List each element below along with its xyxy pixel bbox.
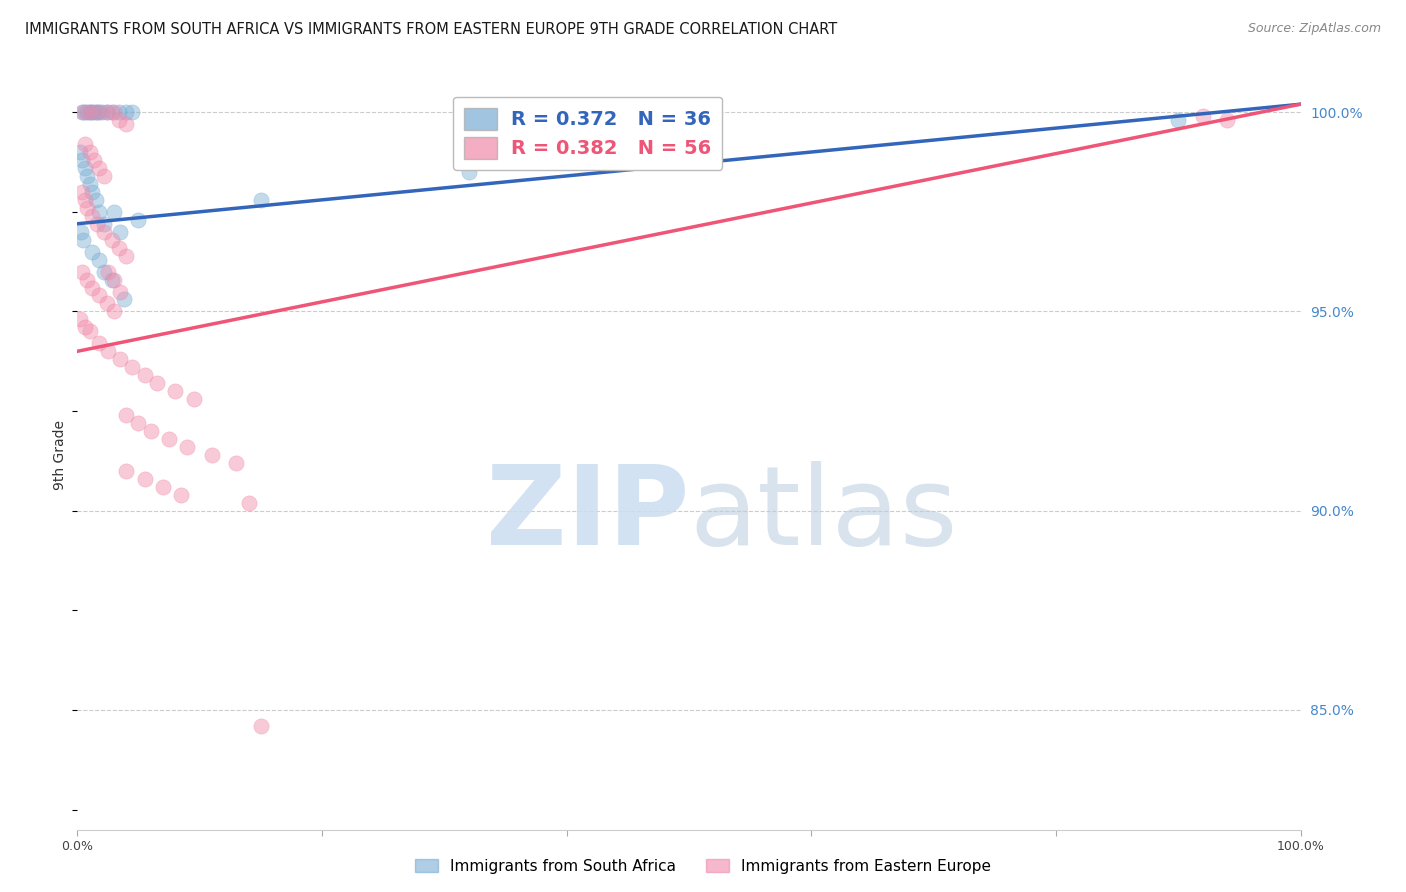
Point xyxy=(86,217,108,231)
Point xyxy=(108,105,131,120)
Point xyxy=(89,252,111,267)
Point xyxy=(100,233,122,247)
Legend: Immigrants from South Africa, Immigrants from Eastern Europe: Immigrants from South Africa, Immigrants… xyxy=(409,853,997,880)
Point xyxy=(225,456,247,470)
Point xyxy=(72,105,94,120)
Point xyxy=(86,105,108,120)
Point xyxy=(176,440,198,454)
Point xyxy=(139,424,162,438)
Point xyxy=(103,272,125,286)
Point xyxy=(73,193,96,207)
Point xyxy=(115,117,138,131)
Point xyxy=(69,312,91,326)
Point xyxy=(457,165,479,179)
Point xyxy=(127,212,149,227)
Point xyxy=(96,296,118,310)
Point xyxy=(89,161,111,175)
Point xyxy=(79,145,101,159)
Point xyxy=(152,480,174,494)
Point xyxy=(76,272,98,286)
Point xyxy=(250,193,273,207)
Point xyxy=(76,201,98,215)
Point xyxy=(134,472,156,486)
Point xyxy=(1167,113,1189,128)
Point xyxy=(83,105,105,120)
Point xyxy=(76,105,98,120)
Point xyxy=(93,225,115,239)
Point xyxy=(70,105,93,120)
Point xyxy=(96,105,118,120)
Text: Source: ZipAtlas.com: Source: ZipAtlas.com xyxy=(1247,22,1381,36)
Text: ZIP: ZIP xyxy=(485,461,689,568)
Point xyxy=(100,272,122,286)
Point xyxy=(157,432,180,446)
Point xyxy=(1191,109,1213,123)
Point xyxy=(134,368,156,383)
Point xyxy=(73,136,96,151)
Y-axis label: 9th Grade: 9th Grade xyxy=(53,420,67,490)
Point xyxy=(96,105,118,120)
Point xyxy=(201,448,224,462)
Point xyxy=(76,169,98,183)
Point xyxy=(69,145,91,159)
Point xyxy=(170,488,193,502)
Point xyxy=(93,169,115,183)
Point xyxy=(108,285,131,299)
Point xyxy=(121,105,143,120)
Legend: R = 0.372   N = 36, R = 0.382   N = 56: R = 0.372 N = 36, R = 0.382 N = 56 xyxy=(453,97,723,169)
Point xyxy=(103,204,125,219)
Point xyxy=(115,249,138,263)
Point xyxy=(183,392,205,406)
Text: IMMIGRANTS FROM SOUTH AFRICA VS IMMIGRANTS FROM EASTERN EUROPE 9TH GRADE CORRELA: IMMIGRANTS FROM SOUTH AFRICA VS IMMIGRAN… xyxy=(25,22,838,37)
Point xyxy=(108,225,131,239)
Point xyxy=(89,288,111,302)
Point xyxy=(79,105,101,120)
Point xyxy=(108,352,131,367)
Point xyxy=(73,105,96,120)
Point xyxy=(115,105,138,120)
Point xyxy=(146,376,169,391)
Point xyxy=(121,360,143,375)
Point xyxy=(97,264,120,278)
Point xyxy=(80,185,103,199)
Point xyxy=(93,264,115,278)
Point xyxy=(115,464,138,478)
Point xyxy=(103,304,125,318)
Point xyxy=(100,105,122,120)
Point xyxy=(70,153,93,167)
Point xyxy=(97,344,120,359)
Point xyxy=(89,204,111,219)
Point xyxy=(165,384,187,399)
Point xyxy=(250,719,273,733)
Point xyxy=(70,225,93,239)
Point xyxy=(89,105,111,120)
Point xyxy=(79,177,101,191)
Point xyxy=(1216,113,1239,128)
Point xyxy=(108,113,131,128)
Point xyxy=(238,496,260,510)
Point xyxy=(70,185,93,199)
Text: atlas: atlas xyxy=(689,461,957,568)
Point xyxy=(89,336,111,351)
Point xyxy=(127,416,149,430)
Point xyxy=(103,105,125,120)
Point xyxy=(115,408,138,422)
Point xyxy=(90,105,112,120)
Point xyxy=(79,324,101,338)
Point xyxy=(93,217,115,231)
Point xyxy=(80,209,103,223)
Point xyxy=(108,241,131,255)
Point xyxy=(73,161,96,175)
Point xyxy=(73,320,96,334)
Point xyxy=(84,193,107,207)
Point xyxy=(79,105,101,120)
Point xyxy=(70,264,93,278)
Point xyxy=(83,153,105,167)
Point xyxy=(86,105,108,120)
Point xyxy=(80,280,103,294)
Point xyxy=(80,244,103,259)
Point xyxy=(112,293,135,307)
Point xyxy=(80,105,103,120)
Point xyxy=(72,233,94,247)
